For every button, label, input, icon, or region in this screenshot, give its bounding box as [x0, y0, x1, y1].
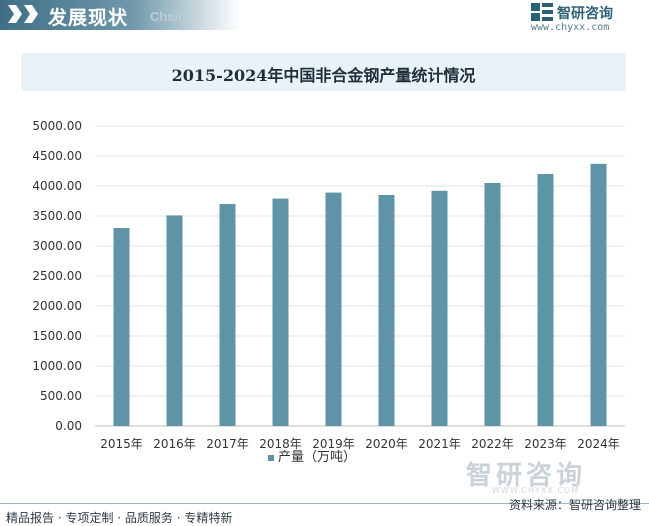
watermark-brand-en: WWW.CHYXX.COM — [492, 486, 580, 495]
legend-swatch — [268, 455, 274, 461]
y-tick-label: 1000.00 — [32, 359, 82, 373]
y-tick-label: 3000.00 — [32, 239, 82, 253]
bar — [219, 204, 236, 426]
bar — [113, 228, 130, 426]
x-tick-label: 2016年 — [153, 437, 196, 451]
x-tick-label: 2015年 — [100, 437, 143, 451]
y-tick-label: 2500.00 — [32, 269, 82, 283]
section-header: 发展现状 Chain 智研咨询 www.chyxx.com — [0, 0, 649, 34]
section-title: 发展现状 — [48, 7, 129, 29]
bar — [590, 163, 607, 427]
bar — [325, 192, 342, 426]
y-tick-label: 1500.00 — [32, 329, 82, 343]
x-tick-label: 2019年 — [312, 437, 355, 451]
y-tick-label: 5000.00 — [32, 119, 82, 133]
chevron-right-icon — [24, 5, 38, 23]
y-tick-label: 0.00 — [55, 419, 82, 433]
footer-source: 资料来源：智研咨询整理 — [508, 498, 641, 512]
bar — [484, 183, 501, 426]
chart-title-band: 2015-2024年中国非合金钢产量统计情况 — [21, 53, 626, 91]
bar — [537, 174, 554, 426]
brand-mark-icon — [531, 3, 553, 21]
y-tick-label: 500.00 — [40, 389, 82, 403]
section-header-banner: 发展现状 Chain — [0, 0, 240, 30]
watermark-brand: 智研咨询 — [466, 461, 587, 491]
x-tick-label: 2021年 — [418, 437, 461, 451]
section-subtitle: Chain — [150, 9, 187, 24]
x-tick-label: 2023年 — [524, 437, 567, 451]
x-tick-label: 2020年 — [365, 437, 408, 451]
bar — [431, 190, 448, 426]
bar — [166, 215, 183, 426]
footer-tagline: 精品报告 · 专项定制 · 品质服务 · 专精特新 — [6, 511, 233, 525]
x-tick-label: 2018年 — [259, 437, 302, 451]
chevron-right-icon — [8, 5, 22, 23]
x-tick-label: 2017年 — [206, 437, 249, 451]
y-tick-label: 4500.00 — [32, 149, 82, 163]
x-tick-label: 2022年 — [471, 437, 514, 451]
legend-label: 产量（万吨） — [278, 450, 356, 465]
y-tick-label: 3500.00 — [32, 209, 82, 223]
brand-logo: 智研咨询 www.chyxx.com — [531, 3, 641, 35]
y-tick-label: 4000.00 — [32, 179, 82, 193]
chart-title: 2015-2024年中国非合金钢产量统计情况 — [171, 66, 476, 85]
brand-url: www.chyxx.com — [531, 22, 610, 33]
bar — [272, 198, 289, 426]
footer-divider — [0, 503, 649, 504]
bar-chart: 0.00 500.00 1000.00 1500.00 2000.00 2500.00 30… — [32, 119, 625, 465]
x-tick-label: 2024年 — [577, 437, 620, 451]
bar — [378, 195, 395, 426]
brand-name: 智研咨询 — [557, 6, 613, 22]
y-tick-label: 2000.00 — [32, 299, 82, 313]
